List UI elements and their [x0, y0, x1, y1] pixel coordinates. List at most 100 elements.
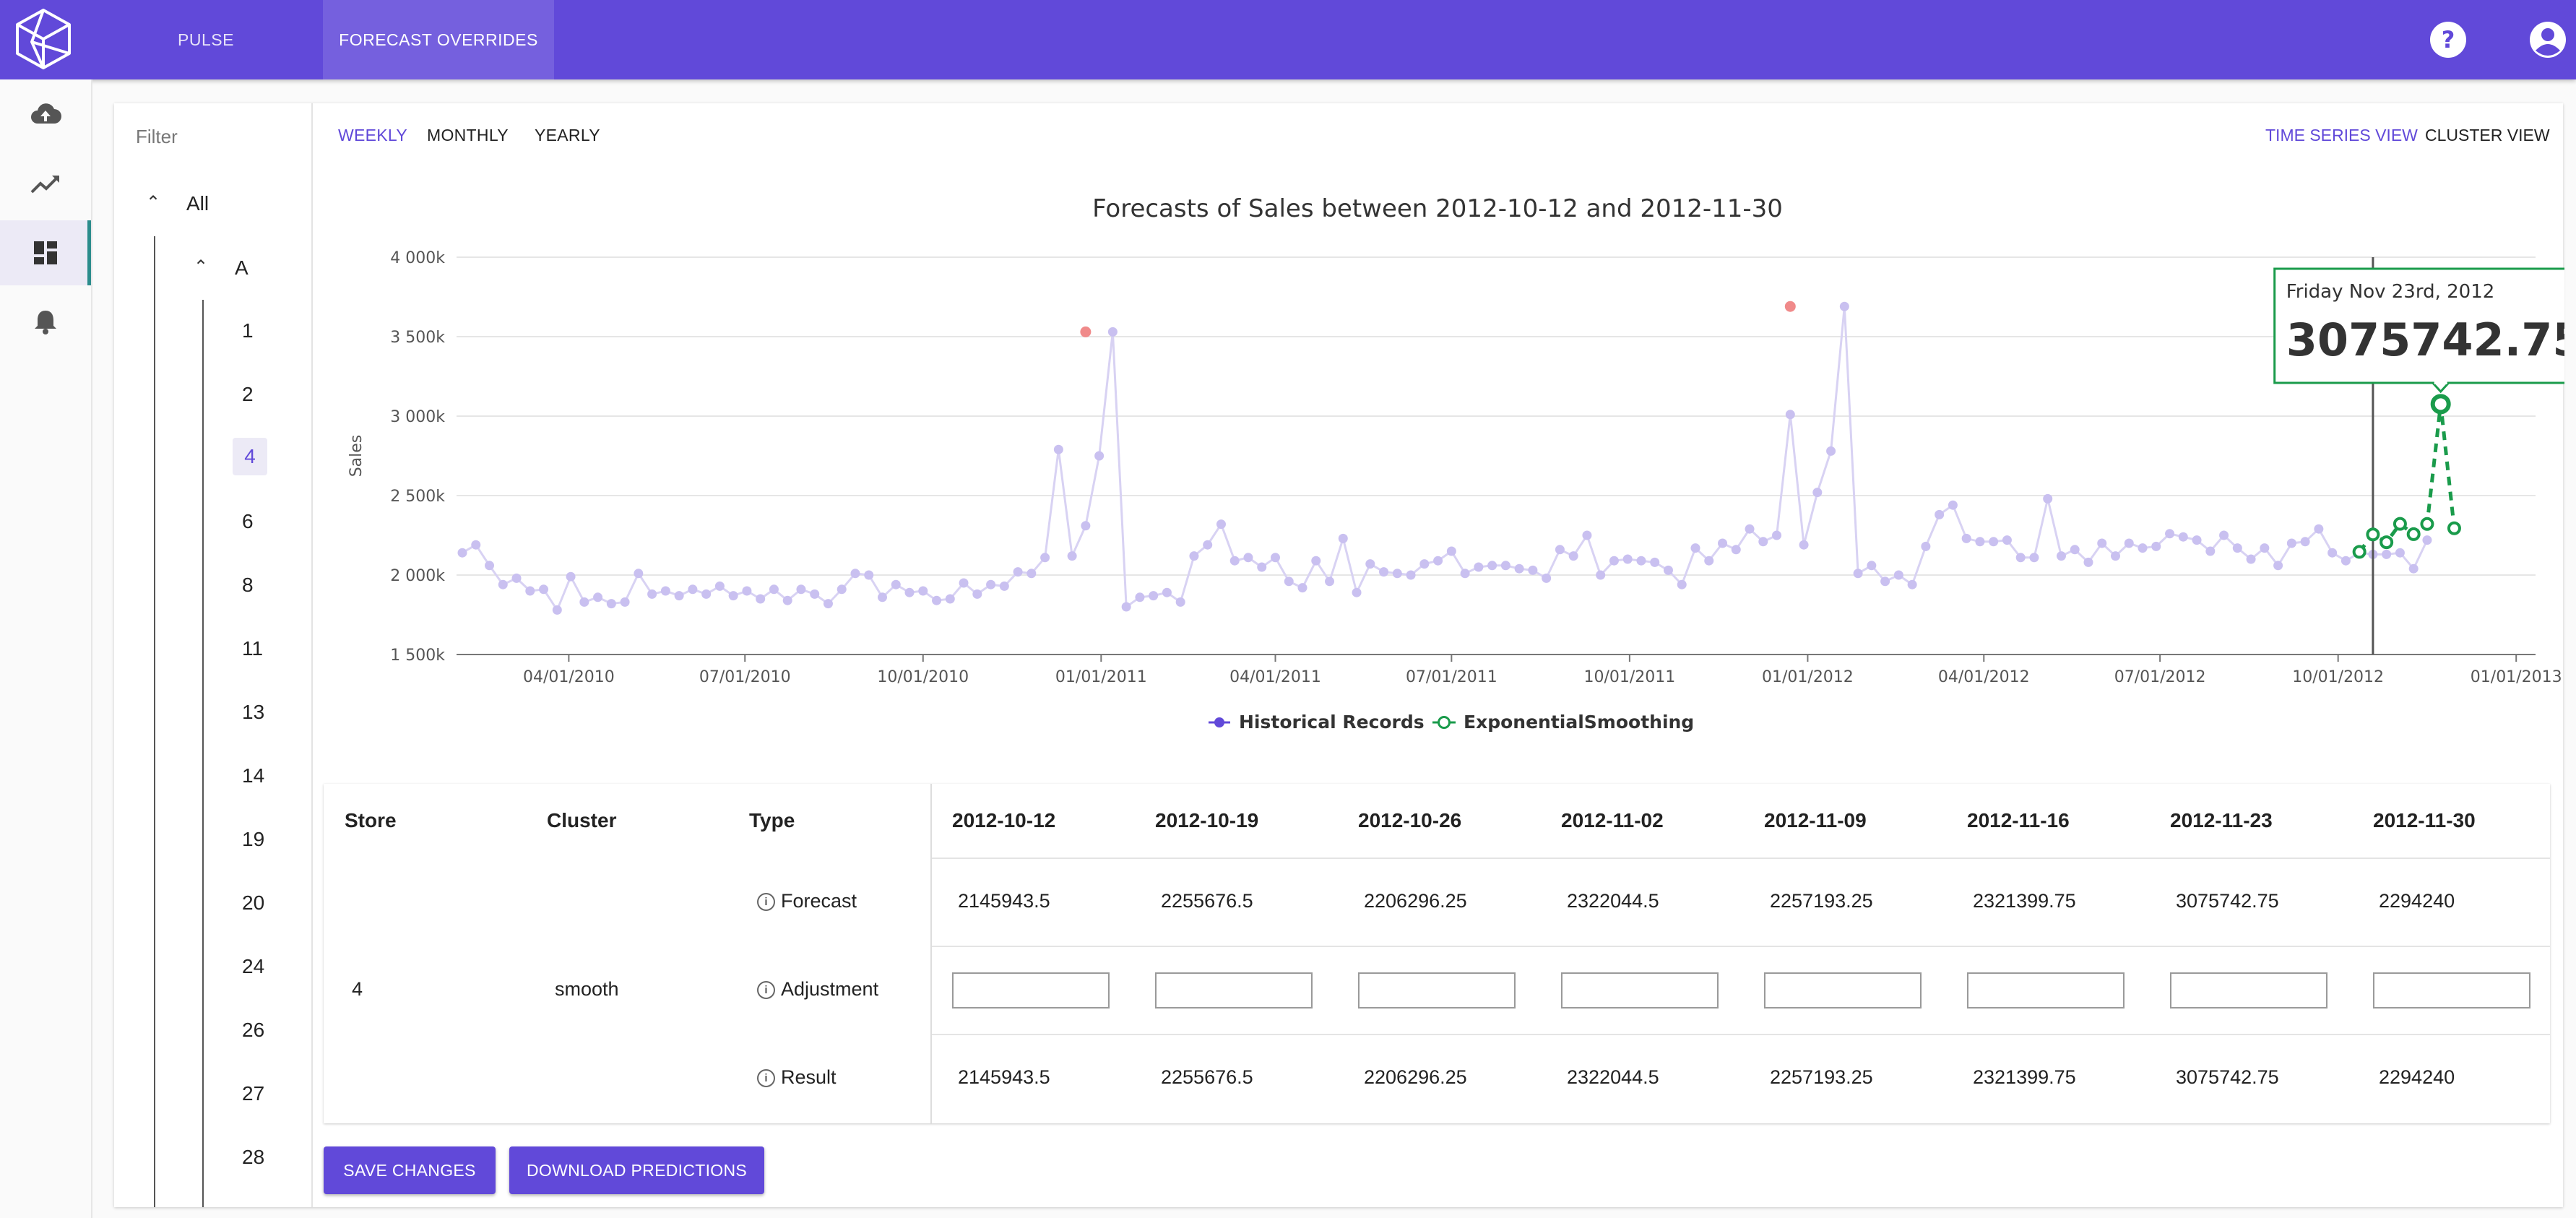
- trending-up-icon[interactable]: [27, 166, 64, 202]
- historical-series-line: [462, 306, 2429, 613]
- forecast-point[interactable]: [2393, 517, 2407, 531]
- tree-item-all[interactable]: All: [186, 192, 209, 215]
- adjustment-input[interactable]: [2373, 972, 2530, 1008]
- tree-item-group-a[interactable]: A: [235, 256, 248, 279]
- help-icon[interactable]: ?: [2429, 20, 2468, 59]
- period-yearly-button[interactable]: YEARLY: [535, 126, 600, 144]
- store-item[interactable]: 4: [233, 438, 267, 475]
- historical-point: [1162, 587, 1172, 597]
- period-monthly-button[interactable]: MONTHLY: [427, 126, 509, 144]
- historical-point: [1053, 444, 1063, 454]
- historical-point: [2382, 549, 2392, 559]
- legend-forecast-label[interactable]: ExponentialSmoothing: [1464, 712, 1694, 733]
- store-item[interactable]: 28: [242, 1146, 265, 1168]
- cluster-view-button[interactable]: CLUSTER VIEW: [2425, 126, 2550, 144]
- adjustment-input[interactable]: [2170, 972, 2328, 1008]
- historical-point: [1352, 587, 1362, 597]
- cloud-upload-icon[interactable]: [27, 96, 64, 132]
- forecast-point[interactable]: [2406, 527, 2421, 541]
- store-item[interactable]: 20: [242, 891, 265, 914]
- x-tick-label: 07/01/2012: [2114, 668, 2206, 686]
- x-tick-label: 04/01/2011: [1229, 668, 1321, 686]
- forecast-point[interactable]: [2380, 535, 2394, 550]
- store-item[interactable]: 8: [242, 574, 254, 596]
- account-icon[interactable]: [2528, 20, 2567, 59]
- filter-panel: [114, 103, 313, 1207]
- forecast-point[interactable]: [2430, 394, 2451, 415]
- forecast-point[interactable]: [2366, 527, 2380, 542]
- type-column-header: Type: [749, 809, 795, 832]
- tab-pulse[interactable]: PULSE: [178, 30, 234, 49]
- store-item[interactable]: 14: [242, 764, 265, 787]
- adjustment-input[interactable]: [1764, 972, 1922, 1008]
- adjustment-input[interactable]: [1155, 972, 1313, 1008]
- y-tick-label: 2 000k: [390, 567, 445, 585]
- store-item[interactable]: 26: [242, 1019, 265, 1041]
- forecast-value: 2206296.25: [1364, 890, 1467, 912]
- adjustment-input[interactable]: [952, 972, 1110, 1008]
- app-logo-icon[interactable]: [10, 6, 77, 72]
- historical-point: [1758, 537, 1768, 547]
- collapse-all-chevron-icon[interactable]: ⌃: [146, 193, 161, 212]
- y-axis-label: Sales: [347, 435, 366, 478]
- forecast-value: 3075742.75: [2176, 890, 2279, 912]
- info-icon[interactable]: i: [757, 893, 775, 912]
- period-weekly-button[interactable]: WEEKLY: [338, 126, 407, 144]
- historical-point: [1718, 538, 1728, 548]
- forecast-point[interactable]: [2420, 517, 2434, 531]
- adjustment-input[interactable]: [1561, 972, 1719, 1008]
- save-changes-button[interactable]: SAVE CHANGES: [324, 1146, 496, 1194]
- adjustment-input[interactable]: [1967, 972, 2125, 1008]
- dashboard-icon[interactable]: [27, 235, 64, 271]
- store-item[interactable]: 1: [242, 319, 254, 342]
- store-item[interactable]: 27: [242, 1082, 265, 1105]
- x-tick-label: 07/01/2011: [1406, 668, 1497, 686]
- store-item[interactable]: 19: [242, 828, 265, 850]
- y-tick-label: 3 000k: [390, 408, 445, 426]
- result-value: 3075742.75: [2176, 1066, 2279, 1088]
- info-icon[interactable]: i: [757, 981, 775, 1000]
- tab-forecast-overrides[interactable]: FORECAST OVERRIDES: [323, 0, 554, 79]
- historical-point: [2110, 551, 2120, 561]
- svg-text:?: ?: [2442, 26, 2455, 53]
- historical-point: [878, 592, 888, 602]
- historical-point: [2205, 546, 2216, 556]
- collapse-a-chevron-icon[interactable]: ⌃: [194, 257, 209, 277]
- historical-point: [1325, 576, 1335, 587]
- historical-point: [2273, 561, 2283, 571]
- time-series-view-button[interactable]: TIME SERIES VIEW: [2265, 126, 2418, 144]
- historical-point: [742, 586, 752, 596]
- store-item[interactable]: 24: [242, 955, 265, 977]
- row-type-label: i Adjustment: [757, 978, 878, 1001]
- store-item[interactable]: 13: [242, 701, 265, 723]
- historical-point: [2097, 538, 2107, 548]
- tree-guide-line: [202, 300, 204, 1207]
- cluster-column-header: Cluster: [547, 809, 617, 832]
- historical-point: [485, 561, 495, 571]
- forecast-value: 2321399.75: [1973, 890, 2076, 912]
- historical-point: [471, 540, 481, 550]
- info-icon[interactable]: i: [757, 1069, 775, 1088]
- store-item[interactable]: 6: [242, 510, 254, 532]
- historical-point: [1785, 410, 1795, 420]
- historical-point: [2246, 554, 2256, 564]
- store-item[interactable]: 2: [242, 383, 254, 405]
- download-predictions-button[interactable]: DOWNLOAD PREDICTIONS: [509, 1146, 764, 1194]
- historical-point: [566, 571, 576, 582]
- notifications-icon[interactable]: [27, 303, 64, 340]
- chart-legend: Historical Records ExponentialSmoothing: [1209, 712, 1694, 733]
- table-row-divider: [932, 1034, 2550, 1035]
- row-type-text: Forecast: [781, 890, 857, 912]
- forecast-point[interactable]: [2352, 545, 2367, 559]
- historical-point: [959, 578, 969, 588]
- historical-point: [904, 587, 915, 597]
- historical-point: [2015, 553, 2026, 563]
- store-item[interactable]: 11: [242, 637, 264, 660]
- adjustment-input[interactable]: [1358, 972, 1516, 1008]
- historical-point: [1189, 551, 1199, 561]
- historical-point: [2408, 563, 2419, 574]
- forecast-point[interactable]: [2447, 521, 2461, 535]
- anomaly-point: [1784, 301, 1796, 312]
- historical-point: [1745, 524, 1755, 534]
- legend-historical-label[interactable]: Historical Records: [1239, 712, 1425, 733]
